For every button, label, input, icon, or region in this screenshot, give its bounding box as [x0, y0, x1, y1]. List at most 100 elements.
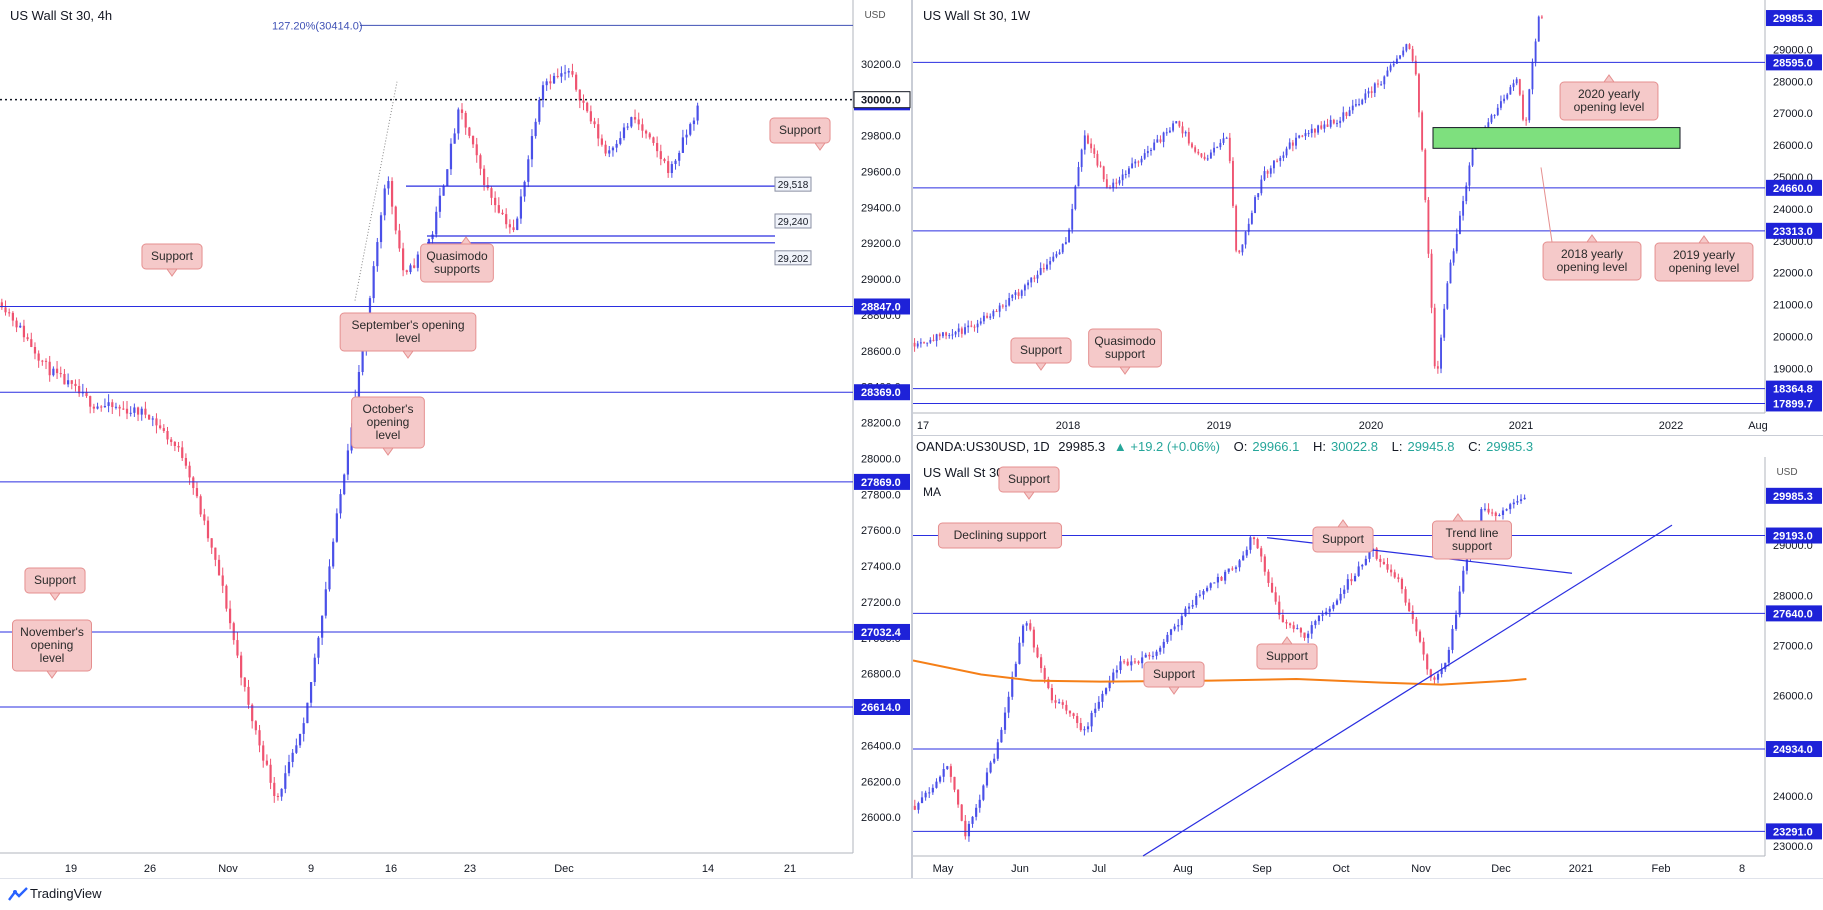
moving-average-line[interactable] [913, 659, 1527, 686]
candle-body [519, 196, 523, 219]
callout-support-29518[interactable]: Support [769, 117, 831, 151]
candle-body [1303, 632, 1306, 638]
candle-body [1090, 143, 1093, 149]
candle-body [932, 339, 935, 341]
trend-line-support[interactable] [1142, 524, 1673, 857]
candle-body [100, 406, 103, 408]
candle-body [236, 640, 239, 656]
candle-body [379, 215, 383, 243]
callout-november-opening-text: level [40, 651, 65, 665]
price-tick-label: 22000.0 [1773, 268, 1813, 280]
candle-body [343, 474, 346, 495]
callout-september-opening-pointer [402, 350, 414, 359]
candle-body [552, 75, 556, 84]
candle-body [1493, 114, 1496, 116]
candle-body [1231, 568, 1234, 570]
candle-body [1537, 16, 1540, 42]
candle-body [1247, 223, 1250, 232]
brand-name[interactable]: TradingView [30, 886, 102, 901]
candle-body [276, 795, 280, 797]
panel-divider-horizontal[interactable] [913, 435, 1823, 436]
candle-body [1260, 179, 1263, 194]
candle-body [1235, 205, 1238, 251]
candle-body [1014, 663, 1017, 677]
candle-body [1195, 595, 1198, 606]
candle-body [1313, 128, 1316, 133]
level-price-label: 28847.0 [861, 301, 901, 313]
time-tick-label: Nov [218, 863, 238, 875]
tradingview-logo-icon[interactable] [8, 886, 28, 902]
candle-body [482, 168, 486, 186]
ohlc-open: O: 29966.1 [1233, 439, 1300, 454]
candle-body [1017, 292, 1020, 296]
candle-body [1433, 307, 1436, 367]
candle-body [1278, 601, 1281, 616]
candle-body [55, 368, 59, 374]
candle-body [1397, 577, 1400, 579]
panel-divider-vertical[interactable] [911, 0, 913, 878]
callout-support-29193[interactable]: Support [998, 466, 1060, 500]
candle-body [1329, 119, 1332, 127]
candle-body [964, 820, 967, 837]
candle-body [129, 412, 132, 414]
candle-body [1047, 679, 1050, 689]
candle-body [1301, 135, 1304, 137]
candle-body [1052, 256, 1055, 262]
candle-body [1358, 104, 1361, 106]
chart-4h-panel[interactable]: 26000.026200.026400.026600.026800.027000… [0, 0, 911, 878]
callout-support-24934[interactable]: Support [1256, 636, 1318, 670]
candle-body [1148, 654, 1151, 657]
callout-support-23291[interactable]: Support [1143, 661, 1205, 695]
candle-body [1065, 704, 1068, 711]
callout-support-18364[interactable]: Support [1010, 337, 1072, 371]
candle-body [1043, 668, 1046, 680]
candle-body [1392, 63, 1395, 66]
candle-body [217, 559, 221, 576]
candle-body [1127, 168, 1130, 174]
candle-body [490, 188, 493, 198]
candle-body [982, 315, 985, 322]
chart-1w[interactable]: 19000.020000.021000.022000.023000.024000… [913, 0, 1823, 435]
callout-support-27640[interactable]: Support [1312, 519, 1374, 553]
candle-body [192, 477, 195, 489]
candle-body [1426, 654, 1429, 670]
time-tick-label: 19 [65, 863, 77, 875]
price-tick-label: 26000.0 [861, 812, 901, 824]
candle-body [199, 496, 202, 515]
level-price-label: 28369.0 [861, 387, 901, 399]
level-price-label: 23313.0 [1773, 226, 1813, 238]
callout-support-28847[interactable]: Support [141, 243, 203, 277]
chart-1d[interactable]: 23000.024000.025000.026000.027000.028000… [913, 457, 1823, 878]
candle-body [1276, 160, 1279, 162]
candle-body [996, 742, 999, 759]
candle-body [1414, 60, 1417, 75]
candle-body [1494, 512, 1497, 516]
candle-body [1427, 199, 1430, 254]
candle-body [1203, 156, 1206, 160]
level-price-tag [1766, 380, 1822, 397]
candle-body [368, 298, 372, 322]
candle-body [1234, 567, 1238, 569]
candle-body [184, 457, 188, 466]
time-tick-label: Oct [1332, 863, 1349, 875]
price-tick-label: 26200.0 [861, 776, 901, 788]
price-tick-label: 27200.0 [861, 597, 901, 609]
callout-declining-support[interactable]: Declining support [937, 522, 1063, 549]
candle-body [1175, 121, 1178, 124]
candle-body [254, 721, 257, 731]
chart-1d-panel[interactable]: 23000.024000.025000.026000.027000.028000… [913, 457, 1823, 878]
chart-4h[interactable]: 26000.026200.026400.026600.026800.027000… [0, 0, 911, 878]
candle-body [402, 248, 405, 271]
demand-zone[interactable] [1432, 127, 1681, 149]
chart-1w-panel[interactable]: 19000.0 20000.0 21000.0 22000.0 23000.0 24000… [913, 0, 1823, 435]
callout-support-27032[interactable]: Support [24, 567, 86, 601]
